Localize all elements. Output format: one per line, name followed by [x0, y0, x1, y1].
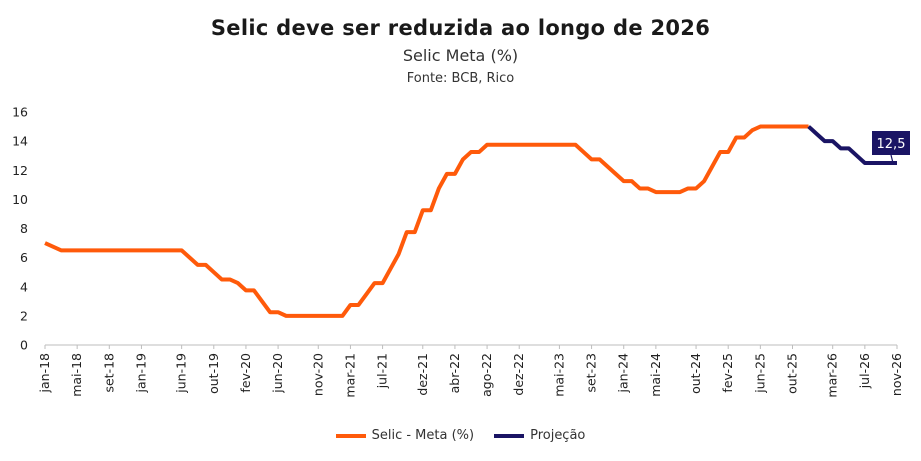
- x-tick-label: jun-25: [752, 353, 767, 394]
- y-tick-label: 8: [20, 221, 28, 236]
- y-tick-label: 16: [12, 105, 28, 120]
- legend-item-selic[interactable]: Selic - Meta (%): [335, 428, 475, 443]
- x-tick-label: out-24: [688, 353, 703, 394]
- x-tick-label: nov-20: [310, 353, 325, 396]
- x-tick-label: mar-21: [342, 353, 357, 398]
- x-tick-label: jan-18: [37, 353, 52, 394]
- legend-swatch-projecao: [494, 433, 525, 438]
- x-tick-label: ago-22: [479, 353, 494, 397]
- x-tick-label: dez-22: [511, 353, 526, 396]
- x-tick-label: mai-24: [648, 353, 663, 397]
- chart-title: Selic deve ser reduzida ao longo de 2026: [210, 16, 711, 40]
- y-tick-label: 14: [12, 134, 28, 149]
- chart-legend: Selic - Meta (%) Projeção: [0, 428, 921, 443]
- x-tick-label: abr-22: [447, 353, 462, 393]
- y-tick-label: 10: [12, 192, 28, 207]
- x-tick-label: mar-26: [825, 353, 840, 398]
- chart-subtitle: Selic Meta (%): [402, 46, 519, 65]
- x-tick-label: fev-25: [720, 353, 735, 393]
- series-layer: [44, 124, 897, 318]
- y-tick-label: 0: [20, 338, 28, 353]
- x-tick-label: fev-20: [238, 353, 253, 393]
- x-tick-label: jan-24: [616, 353, 631, 394]
- series-line-selic: [44, 124, 809, 318]
- x-tick-label: set-23: [584, 353, 599, 393]
- x-tick-label: mai-18: [69, 353, 84, 397]
- x-tick-label: out-19: [206, 353, 221, 394]
- annotation-label: 12,5: [877, 137, 906, 152]
- legend-item-projecao[interactable]: Projeção: [494, 428, 585, 443]
- y-axis: 0 2 4 6 8 10 12 14 16: [12, 105, 28, 353]
- x-tick-label: jan-19: [133, 353, 148, 394]
- y-tick-label: 12: [12, 163, 28, 178]
- x-tick-label: out-25: [785, 353, 800, 394]
- y-tick-label: 4: [20, 279, 28, 294]
- legend-label-projecao: Projeção: [530, 428, 586, 443]
- x-tick-label: dez-21: [415, 353, 430, 396]
- annotation-layer: 12,5: [872, 131, 910, 164]
- x-tick-label: jun-19: [174, 353, 189, 394]
- x-axis: jan-18 mai-18 set-18 jan-19 jun-19 out-19 fev-…: [37, 344, 904, 398]
- x-tick-label: nov-26: [889, 353, 904, 396]
- x-tick-label: mai-23: [551, 353, 566, 397]
- y-tick-label: 2: [20, 308, 28, 323]
- chart-source: Fonte: BCB, Rico: [406, 71, 515, 86]
- legend-label-selic: Selic - Meta (%): [371, 428, 475, 443]
- x-tick-label: jun-20: [270, 353, 285, 394]
- annotation-leader-line: [890, 154, 894, 164]
- y-tick-label: 6: [20, 250, 28, 265]
- x-tick-label: jul-21: [375, 353, 390, 389]
- series-line-projecao: [807, 125, 897, 165]
- x-tick-label: jul-26: [857, 353, 872, 389]
- annotation-box: [872, 131, 910, 155]
- legend-swatch-selic: [335, 433, 366, 438]
- x-tick-label: set-18: [101, 353, 116, 393]
